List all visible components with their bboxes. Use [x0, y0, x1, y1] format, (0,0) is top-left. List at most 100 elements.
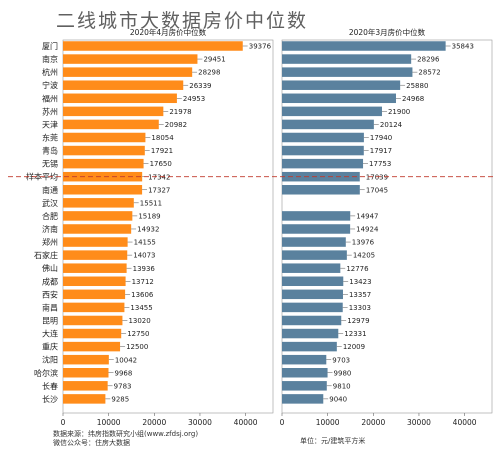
bar — [282, 289, 343, 300]
label-backdrop — [138, 198, 161, 207]
bar-value-label: 14947 — [356, 213, 378, 221]
bar — [63, 158, 144, 169]
label-backdrop — [125, 342, 148, 351]
bar — [63, 106, 164, 117]
category-label: 济南 — [42, 224, 58, 234]
bar — [282, 158, 364, 169]
bar-value-label: 13712 — [132, 278, 154, 286]
bar-value-label: 9968 — [115, 369, 133, 377]
bar — [282, 145, 364, 156]
label-backdrop — [181, 94, 204, 103]
label-backdrop — [113, 355, 136, 364]
bar-value-label: 25880 — [406, 82, 428, 90]
x-tick-label: 10000 — [316, 418, 340, 427]
category-label: 哈尔滨 — [34, 368, 58, 378]
label-backdrop — [126, 329, 149, 338]
label-backdrop — [130, 277, 153, 286]
label-backdrop — [347, 303, 370, 312]
bar — [282, 119, 374, 130]
bar — [282, 394, 324, 404]
bar — [282, 67, 413, 77]
label-backdrop — [137, 211, 160, 220]
category-label: 重庆 — [42, 342, 58, 352]
bar-value-label: 10042 — [115, 356, 137, 364]
label-backdrop — [113, 368, 136, 377]
bar — [63, 41, 243, 51]
bar — [63, 119, 159, 130]
label-backdrop — [351, 251, 374, 260]
category-label: 南京 — [42, 54, 58, 64]
bar-value-label: 9783 — [114, 382, 132, 390]
category-label: 长春 — [42, 381, 58, 391]
category-label: 大连 — [42, 329, 58, 339]
bar — [63, 263, 127, 273]
label-backdrop — [130, 290, 153, 299]
category-label: 成都 — [42, 276, 58, 286]
bar — [63, 224, 132, 234]
bar-value-label: 14924 — [356, 226, 379, 234]
label-backdrop — [110, 394, 133, 403]
label-backdrop — [355, 211, 378, 220]
bar-value-label: 29451 — [203, 56, 225, 64]
bar — [282, 263, 341, 273]
label-backdrop — [350, 238, 373, 247]
category-label: 宁波 — [42, 80, 58, 90]
label-backdrop — [331, 381, 354, 390]
bar-value-label: 17342 — [148, 173, 170, 181]
bar-value-label: 12500 — [126, 343, 148, 351]
bar-value-label: 13020 — [128, 317, 150, 325]
label-backdrop — [416, 55, 439, 64]
category-label: 长沙 — [42, 394, 58, 404]
bar-value-label: 21900 — [388, 108, 410, 116]
bar-value-label: 17039 — [366, 173, 388, 181]
bar-value-label: 18054 — [151, 134, 174, 142]
bar — [282, 354, 327, 365]
category-label: 厦门 — [42, 41, 58, 51]
label-backdrop — [345, 264, 368, 273]
bar — [63, 315, 123, 326]
bar-value-label: 13936 — [133, 265, 156, 273]
label-backdrop — [355, 224, 378, 233]
bar — [282, 328, 339, 339]
label-backdrop — [163, 120, 186, 129]
bar-value-label: 17327 — [148, 186, 170, 194]
bar-value-label: 17650 — [150, 160, 172, 168]
label-backdrop — [378, 120, 401, 129]
panel-header: 2020年3月房价中位数 — [349, 27, 426, 37]
category-label: 天津 — [42, 119, 58, 129]
bar-value-label: 13357 — [349, 291, 371, 299]
label-backdrop — [328, 394, 351, 403]
source-note-2: 微信公众号：住房大数据 — [53, 439, 130, 447]
label-backdrop — [348, 277, 371, 286]
category-label: 沈阳 — [42, 355, 58, 365]
bar — [282, 211, 351, 221]
label-backdrop — [188, 81, 211, 90]
label-backdrop — [368, 146, 391, 155]
category-label: 南通 — [42, 185, 58, 195]
bar — [63, 289, 126, 300]
label-backdrop — [150, 133, 173, 142]
bar — [282, 302, 343, 313]
source-note-1: 数据来源：纬房指数研究小组(www.zfdsj.org) — [53, 430, 199, 438]
category-label: 东莞 — [42, 132, 58, 142]
bar — [63, 237, 128, 247]
bar — [282, 237, 346, 247]
bar-value-label: 28296 — [417, 56, 440, 64]
bar — [63, 276, 126, 287]
x-tick-label: 0 — [61, 418, 66, 427]
bar — [63, 67, 193, 77]
bar-value-label: 17753 — [369, 160, 391, 168]
label-backdrop — [368, 159, 391, 168]
label-backdrop — [129, 303, 152, 312]
label-backdrop — [131, 264, 154, 273]
bar — [282, 93, 396, 104]
label-backdrop — [148, 159, 171, 168]
bar — [282, 315, 342, 326]
category-label: 青岛 — [42, 146, 58, 156]
label-backdrop — [368, 133, 391, 142]
bar — [282, 41, 446, 51]
bar-value-label: 17940 — [370, 134, 392, 142]
bar-value-label: 12009 — [343, 343, 365, 351]
bar — [282, 80, 401, 90]
